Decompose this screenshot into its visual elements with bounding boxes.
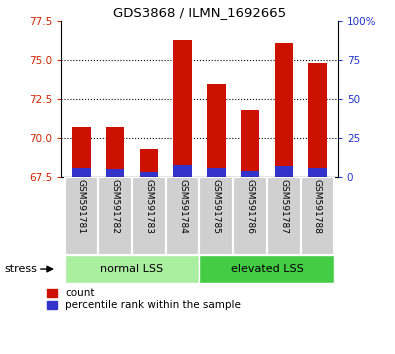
Bar [275,43,293,177]
Bar [199,255,334,283]
Bar [308,168,327,177]
Legend: count, percentile rank within the sample: count, percentile rank within the sample [47,289,241,310]
Bar [139,172,158,177]
Bar [166,177,199,255]
Bar [267,177,301,255]
Text: GSM591786: GSM591786 [246,179,254,234]
Bar [173,165,192,177]
Bar [173,40,192,177]
Bar [98,177,132,255]
Bar [275,166,293,177]
Bar [106,127,124,177]
Bar [65,255,199,283]
Bar [72,127,91,177]
Text: GSM591781: GSM591781 [77,179,86,234]
Text: GSM591785: GSM591785 [212,179,221,234]
Bar [106,169,124,177]
Bar [233,177,267,255]
Text: GSM591788: GSM591788 [313,179,322,234]
Bar [199,177,233,255]
Bar [308,63,327,177]
Title: GDS3868 / ILMN_1692665: GDS3868 / ILMN_1692665 [113,6,286,19]
Bar [241,171,260,177]
Bar [65,177,98,255]
Text: GSM591787: GSM591787 [279,179,288,234]
Bar [301,177,334,255]
Text: elevated LSS: elevated LSS [231,264,303,274]
Bar [241,110,260,177]
Text: GSM591783: GSM591783 [145,179,153,234]
Bar [132,177,166,255]
Text: stress: stress [4,264,37,274]
Text: GSM591784: GSM591784 [178,179,187,234]
Text: GSM591782: GSM591782 [111,179,120,234]
Bar [207,168,226,177]
Bar [72,168,91,177]
Bar [207,84,226,177]
Bar [139,149,158,177]
Text: normal LSS: normal LSS [100,264,164,274]
